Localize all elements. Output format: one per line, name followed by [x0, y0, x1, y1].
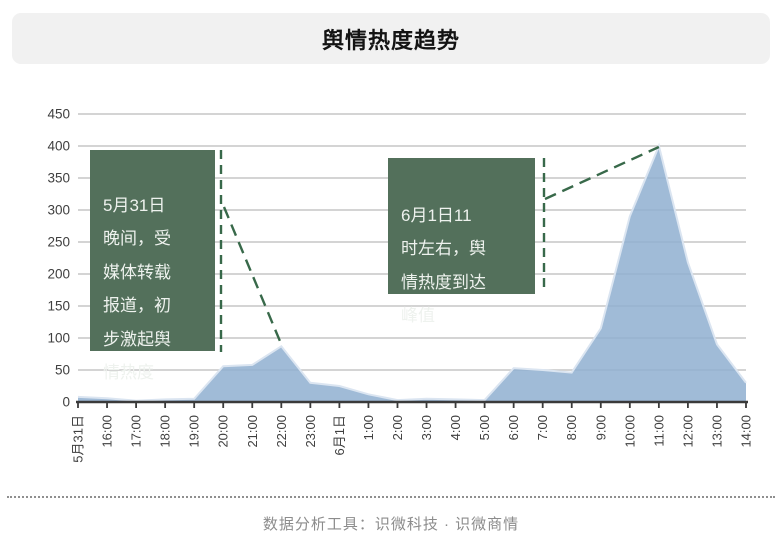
svg-text:5月31日: 5月31日 — [71, 415, 86, 463]
svg-text:12:00: 12:00 — [680, 415, 695, 448]
svg-text:100: 100 — [47, 331, 70, 346]
svg-text:3:00: 3:00 — [419, 415, 434, 440]
svg-text:4:00: 4:00 — [448, 415, 463, 440]
svg-text:16:00: 16:00 — [100, 415, 115, 448]
footer-credit: 数据分析工具：识微科技 · 识微商情 — [262, 516, 520, 533]
svg-text:1:00: 1:00 — [361, 415, 376, 440]
svg-text:0: 0 — [62, 395, 70, 410]
page-title: 舆情热度趋势 — [321, 27, 460, 53]
x-axis-labels: 5月31日 16:00 17:00 18:00 19:00 20:00 21:00 22:00… — [71, 415, 754, 463]
svg-text:250: 250 — [47, 235, 70, 250]
svg-text:17:00: 17:00 — [129, 415, 144, 448]
annotation-box-peak: 6月1日11 时左右，舆 情热度到达 峰值 — [388, 158, 535, 325]
svg-text:13:00: 13:00 — [709, 415, 724, 448]
annotation-text: 5月31日 晚间，受 媒体转载 报道，初 步激起舆 情热度 — [103, 195, 171, 383]
title-banner: 舆情热度趋势 — [12, 13, 770, 64]
svg-text:23:00: 23:00 — [303, 415, 318, 448]
svg-text:9:00: 9:00 — [593, 415, 608, 440]
svg-text:18:00: 18:00 — [158, 415, 173, 448]
svg-text:11:00: 11:00 — [651, 415, 666, 447]
svg-text:5:00: 5:00 — [477, 415, 492, 440]
svg-text:450: 450 — [47, 107, 70, 122]
heat-area-outline — [77, 142, 747, 402]
annotation-box-initial-rise: 5月31日 晚间，受 媒体转载 报道，初 步激起舆 情热度 — [90, 150, 215, 382]
svg-text:19:00: 19:00 — [187, 415, 202, 448]
svg-text:50: 50 — [55, 363, 70, 378]
footer-divider — [7, 496, 775, 498]
svg-text:22:00: 22:00 — [274, 415, 289, 448]
svg-text:14:00: 14:00 — [739, 415, 754, 448]
annotation-text: 6月1日11 时左右，舆 情热度到达 峰值 — [401, 205, 486, 326]
svg-text:10:00: 10:00 — [622, 415, 637, 448]
svg-text:350: 350 — [47, 171, 70, 186]
svg-text:400: 400 — [47, 139, 70, 154]
heat-area-series — [78, 146, 746, 402]
svg-text:20:00: 20:00 — [216, 415, 231, 448]
x-axis — [76, 400, 748, 408]
callout-lines — [219, 145, 660, 352]
y-axis-labels: 0 50 100 150 200 250 300 350 400 450 — [47, 107, 70, 410]
svg-text:2:00: 2:00 — [390, 415, 405, 440]
svg-text:8:00: 8:00 — [564, 415, 579, 440]
svg-text:6月1日: 6月1日 — [332, 415, 347, 455]
svg-text:300: 300 — [47, 203, 70, 218]
svg-text:200: 200 — [47, 267, 70, 282]
svg-text:6:00: 6:00 — [506, 415, 521, 440]
svg-text:7:00: 7:00 — [535, 415, 550, 440]
svg-text:21:00: 21:00 — [245, 415, 260, 448]
svg-text:150: 150 — [47, 299, 70, 314]
